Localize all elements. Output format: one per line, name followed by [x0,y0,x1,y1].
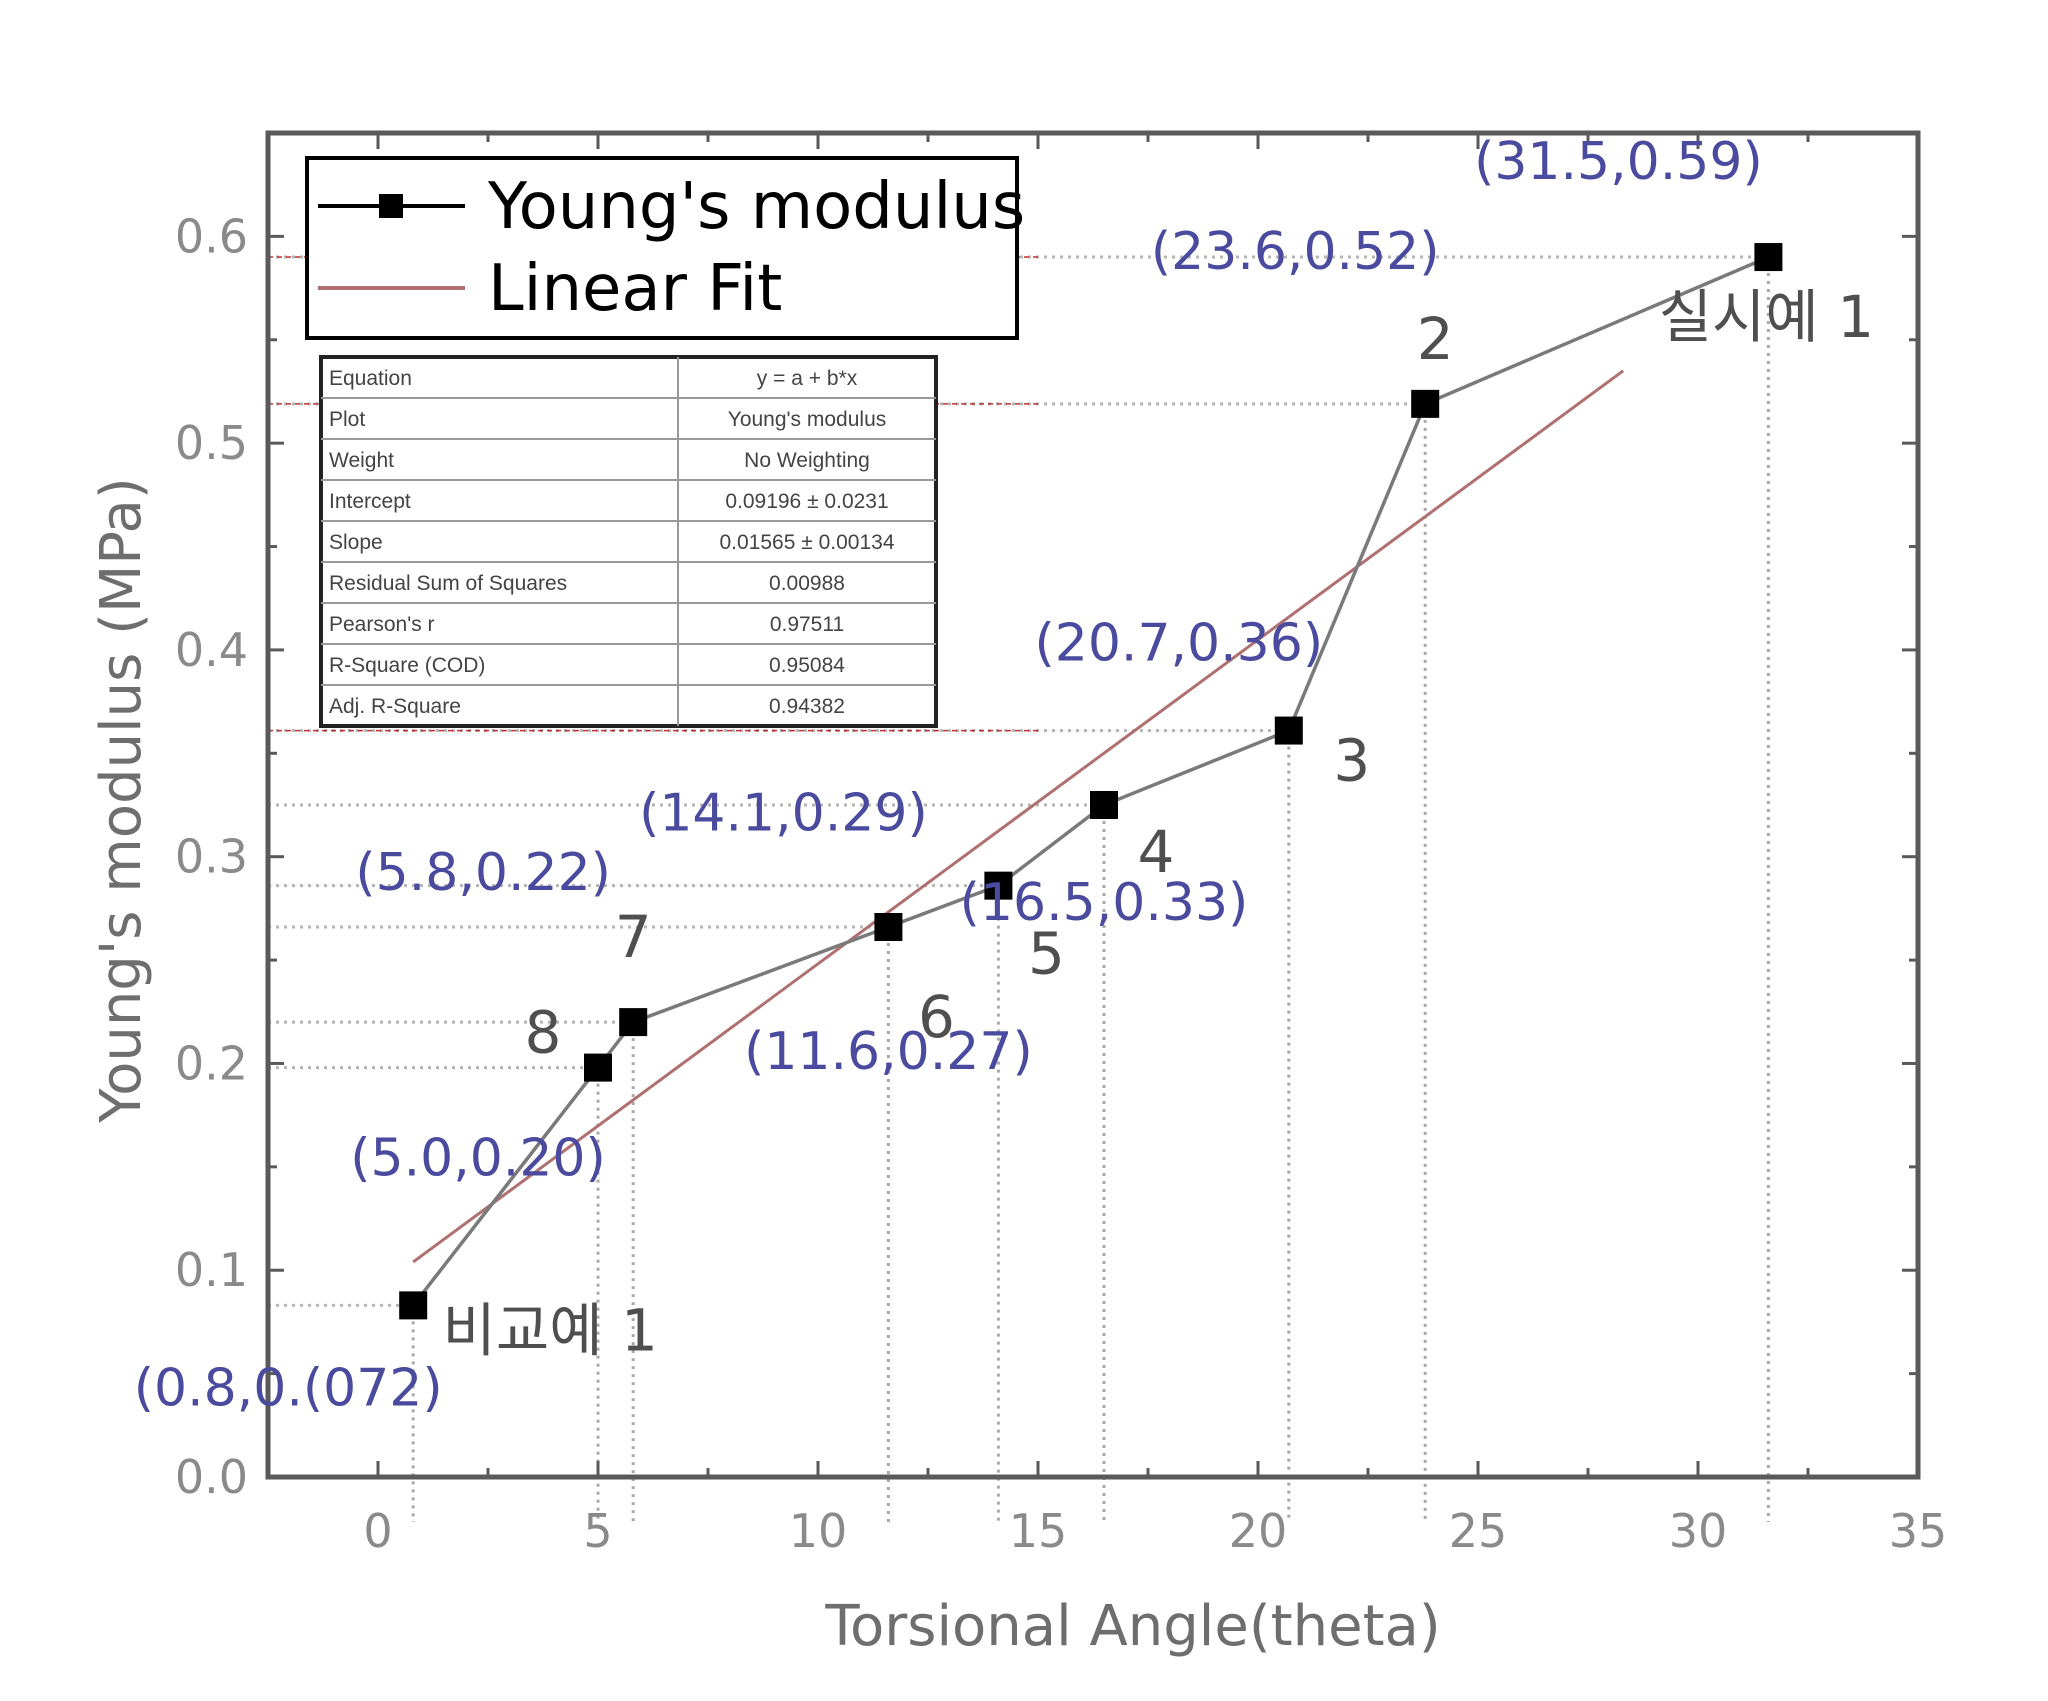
point-number-label: 5 [1028,920,1065,988]
stats-row-label: Residual Sum of Squares [329,572,567,595]
point-number-label: 3 [1333,727,1370,795]
legend-label-fit: Linear Fit [488,252,782,326]
x-axis-title: Torsional Angle(theta) [824,1594,1440,1659]
stats-row-label: Intercept [329,490,411,513]
stats-row-label: Equation [329,367,412,390]
data-point-marker [1274,716,1303,745]
stats-row-value: 0.97511 [770,613,844,636]
coordinate-label: (11.6,0.27) [744,1022,1033,1082]
plot-frame [265,130,1921,1480]
data-labels: (0.8,0.(072)비교예 1 (5.0,0.20) 8 (5.8,0.22)7 (… [134,132,1874,1418]
stats-row-value: No Weighting [744,449,870,472]
point-number-label: 6 [918,983,955,1051]
y-tick-label: 0.1 [175,1243,248,1297]
stats-row-value: 0.09196 ± 0.0231 [725,490,888,513]
coordinate-label: (14.1,0.29) [639,784,928,844]
stats-row-value: 0.01565 ± 0.00134 [719,531,894,554]
stats-row-value: 0.94382 [769,695,845,718]
x-tick-label: 10 [789,1504,848,1558]
stats-row-label: Slope [329,531,383,554]
point-number-label: 비교예 1 [442,1296,657,1364]
stats-row-label: Weight [329,449,394,472]
y-tick-label: 0.4 [175,623,248,677]
y-tick-label: 0.2 [175,1036,248,1090]
coordinate-label: (23.6,0.52) [1151,222,1440,282]
point-number-label: 7 [615,903,652,971]
data-point-marker [584,1053,612,1082]
stats-row-value: 0.95084 [769,654,845,677]
y-axis-title: Young's modulus (MPa) [89,477,154,1123]
legend-box [305,156,1019,340]
stats-row-value: 0.00988 [769,572,845,595]
data-point-marker [1411,389,1440,418]
y-tick-label: 0.6 [175,209,248,263]
data-point-marker [1754,243,1783,272]
x-tick-label: 0 [363,1504,392,1558]
point-number-label: 2 [1417,305,1454,373]
x-tick-label: 20 [1229,1504,1288,1558]
data-point-marker [619,1008,648,1037]
coordinate-label: (20.7,0.36) [1034,614,1323,674]
legend: Young's modulus Linear Fit [305,156,1025,340]
data-point-marker [874,912,903,941]
fit-stats-table: Equation y = a + b*x Plot Young's modulus We… [319,355,938,728]
legend-marker-youngs [379,194,403,218]
plot-border [265,130,1921,1480]
coordinate-label: (5.0,0.20) [350,1129,606,1189]
point-number-label: 4 [1138,818,1175,886]
stats-row-label: R-Square (COD) [329,654,485,677]
series-layer [399,243,1783,1320]
x-tick-label: 35 [1889,1504,1948,1558]
stats-row-label: Plot [329,408,365,431]
point-number-label: 실시예 1 [1659,283,1874,351]
coordinate-label: (16.5,0.33) [960,873,1249,933]
stats-row-label: Pearson's r [329,613,435,636]
x-tick-label: 30 [1669,1504,1728,1558]
stats-table-border [319,355,938,728]
axis-ticks: 0 5 10 15 20 25 30 350.00.10.20.30.40.50.6 [175,131,1948,1558]
point-number-label: 8 [525,999,562,1067]
legend-label-youngs: Young's modulus [487,170,1025,244]
data-point-marker [984,871,1013,900]
coordinate-label: (0.8,0.(072) [134,1358,443,1418]
stats-row-value: Young's modulus [728,408,887,431]
y-tick-label: 0.3 [175,830,248,884]
coordinate-label: (5.8,0.22) [355,843,611,903]
stats-row-label: Adj. R-Square [329,695,461,718]
y-tick-label: 0.0 [175,1450,248,1504]
x-tick-label: 5 [583,1504,612,1558]
coordinate-label: (31.5,0.59) [1474,132,1763,192]
y-tick-label: 0.5 [175,416,248,470]
data-point-marker [1090,791,1118,819]
linear-fit-layer [412,369,1625,1264]
linear-fit-line [412,369,1625,1264]
x-tick-label: 15 [1009,1504,1068,1558]
stats-row-value: y = a + b*x [757,367,858,390]
data-point-marker [399,1291,428,1320]
x-tick-label: 25 [1449,1504,1508,1558]
